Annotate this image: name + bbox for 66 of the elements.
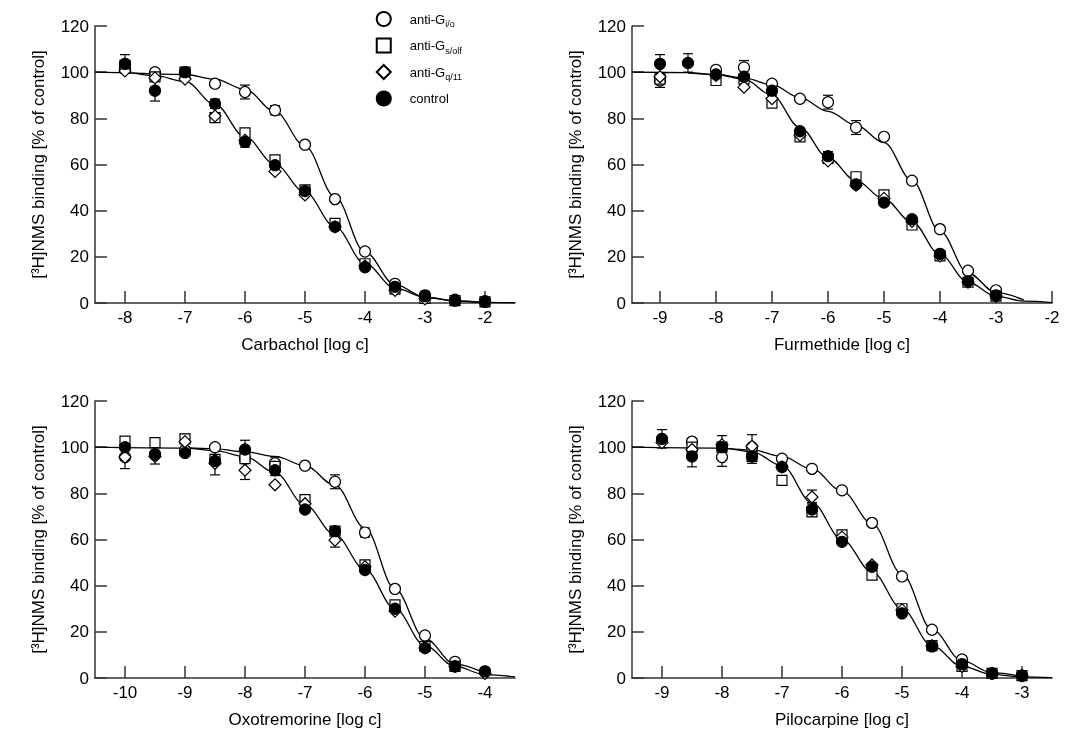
x-tick-label: -5 — [876, 308, 892, 327]
x-tick-label: -6 — [834, 683, 850, 702]
x-tick-label: -7 — [764, 308, 780, 327]
y-tick-label: 120 — [60, 16, 89, 36]
x-tick-label: -4 — [954, 683, 970, 702]
x-tick-label: -6 — [237, 308, 253, 327]
y-tick-label: 80 — [607, 483, 626, 503]
x-tick-label: -5 — [297, 308, 313, 327]
y-axis-title: [³H]NMS binding [% of control] — [566, 425, 585, 654]
y-tick-label: 80 — [607, 108, 626, 128]
y-tick-label: 0 — [616, 293, 626, 313]
y-tick-label: 40 — [607, 201, 626, 221]
y-tick-label: 120 — [597, 16, 626, 36]
y-tick-label: 0 — [79, 668, 89, 688]
x-tick-label: -8 — [117, 308, 133, 327]
x-tick-label: -7 — [774, 683, 790, 702]
y-tick-label: 60 — [607, 530, 626, 549]
y-tick-label: 20 — [70, 247, 89, 267]
x-axis-title: Carbachol [log c] — [241, 335, 369, 354]
y-tick-label: 20 — [607, 247, 626, 267]
x-tick-label: -10 — [112, 683, 138, 702]
y-tick-label: 40 — [70, 576, 89, 596]
y-tick-label: 100 — [60, 437, 89, 457]
x-axis-title: Pilocarpine [log c] — [774, 710, 910, 729]
x-tick-label: -8 — [714, 683, 730, 702]
y-tick-label: 20 — [607, 622, 626, 642]
y-tick-label: 60 — [70, 155, 89, 174]
x-tick-label: -2 — [1044, 308, 1060, 327]
y-tick-label: 0 — [616, 668, 626, 688]
x-tick-label: -9 — [654, 683, 670, 702]
x-tick-label: -3 — [417, 308, 433, 327]
y-tick-label: 40 — [607, 576, 626, 596]
y-tick-label: 80 — [70, 108, 89, 128]
x-tick-label: -4 — [357, 308, 373, 327]
y-tick-label: 100 — [597, 437, 626, 457]
y-tick-label: 60 — [607, 155, 626, 174]
legend-label: control — [409, 91, 449, 106]
y-tick-label: 40 — [70, 201, 89, 221]
y-tick-label: 100 — [597, 62, 626, 82]
x-tick-label: -5 — [417, 683, 433, 702]
x-tick-label: -8 — [708, 308, 724, 327]
y-tick-label: 100 — [60, 62, 89, 82]
x-tick-label: -5 — [894, 683, 910, 702]
y-axis-title: [³H]NMS binding [% of control] — [29, 425, 48, 654]
y-tick-label: 60 — [70, 530, 89, 549]
x-tick-label: -7 — [297, 683, 313, 702]
x-tick-label: -3 — [1014, 683, 1030, 702]
x-tick-label: -9 — [652, 308, 668, 327]
x-tick-label: -6 — [357, 683, 373, 702]
x-tick-label: -8 — [237, 683, 253, 702]
x-tick-label: -3 — [988, 308, 1004, 327]
y-tick-label: 120 — [597, 391, 626, 411]
y-tick-label: 80 — [70, 483, 89, 503]
x-tick-label: -9 — [177, 683, 193, 702]
x-axis-title: Furmethide [log c] — [773, 335, 911, 354]
x-tick-label: -4 — [932, 308, 948, 327]
x-tick-label: -4 — [477, 683, 493, 702]
y-axis-title: [³H]NMS binding [% of control] — [566, 50, 585, 279]
x-tick-label: -2 — [477, 308, 493, 327]
x-tick-label: -6 — [820, 308, 836, 327]
x-axis-title: Oxotremorine [log c] — [228, 710, 382, 729]
y-tick-label: 120 — [60, 391, 89, 411]
y-axis-title: [³H]NMS binding [% of control] — [29, 50, 48, 279]
x-tick-label: -7 — [177, 308, 193, 327]
y-tick-label: 0 — [79, 293, 89, 313]
y-tick-label: 20 — [70, 622, 89, 642]
